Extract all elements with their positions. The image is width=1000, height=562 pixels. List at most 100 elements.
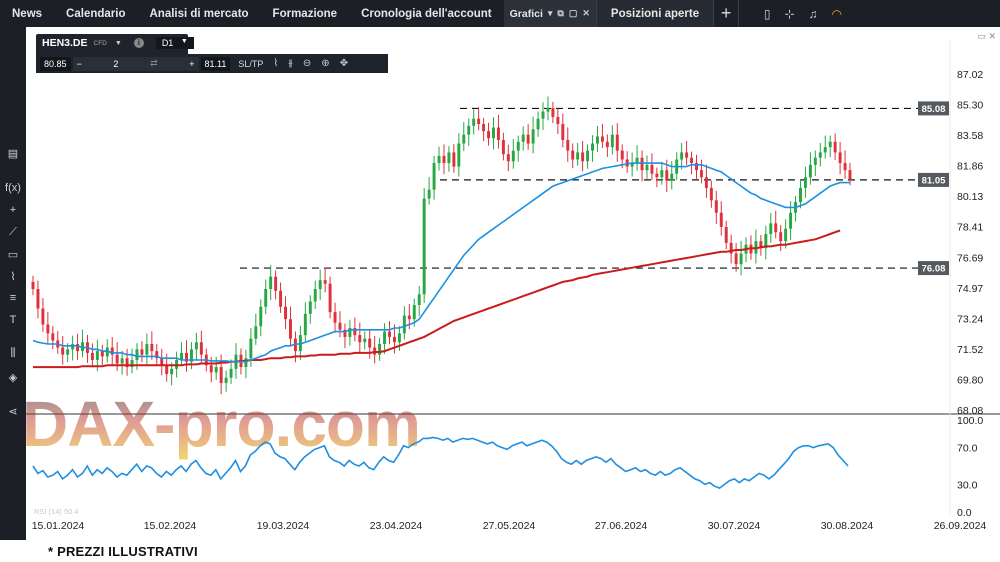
price-tick-label: 80.13 <box>957 191 983 203</box>
candle-body <box>615 134 619 151</box>
sell-price-button[interactable]: 80.85 <box>40 56 71 71</box>
nav-tab-news[interactable]: News <box>12 7 43 20</box>
close-icon[interactable]: ✕ <box>582 8 590 18</box>
candle-body <box>313 289 317 302</box>
candle-body <box>655 173 659 178</box>
level-tags: 85.08 81.05 76.08 <box>918 101 949 276</box>
candle-body <box>323 280 327 284</box>
candle-body <box>714 200 718 213</box>
candle-body <box>31 281 35 290</box>
candle-body <box>298 335 302 352</box>
columns-icon[interactable]: ⫼ <box>10 347 16 359</box>
candle-body <box>779 232 783 242</box>
crosshair-icon[interactable]: + <box>9 204 17 216</box>
price-chart[interactable]: DAX-pro.com 87.02 85.30 83.58 81.86 80.13 78.… <box>0 0 1000 540</box>
candle-body <box>110 347 114 355</box>
sl-tp-button[interactable]: SL/TP <box>238 58 264 69</box>
candle-body <box>264 289 268 307</box>
candle-body <box>828 141 832 148</box>
add-tab-button[interactable]: + <box>713 0 740 27</box>
line-tool-icon[interactable]: ⟋ <box>9 226 17 238</box>
candle-body <box>274 276 278 291</box>
candle-body <box>358 335 362 343</box>
layout-icon[interactable]: ▯ <box>763 6 771 21</box>
minus-icon[interactable]: − <box>76 58 82 69</box>
date-axis: 15.01.2024 15.02.2024 19.03.2024 23.04.2024… <box>32 520 987 532</box>
candle-body <box>249 338 253 359</box>
quantity-stepper[interactable]: − 2 ⇄ + <box>72 56 199 71</box>
candle-body <box>199 342 203 355</box>
zoom-out-icon[interactable]: ⊖ <box>302 58 312 69</box>
candle-body <box>383 331 387 345</box>
chart-type-icon[interactable]: ▤ <box>7 148 19 160</box>
candle-body <box>630 163 634 167</box>
network-icon[interactable]: ⊹ <box>784 6 795 21</box>
candle-body <box>422 198 426 295</box>
plus-icon[interactable]: + <box>189 58 195 69</box>
bell-icon[interactable]: ♫ <box>808 6 818 21</box>
top-right-icons: ▯ ⊹ ♫ ◠ <box>764 0 1000 27</box>
candle-body <box>368 338 372 348</box>
candle-body <box>427 189 431 199</box>
candle-body <box>81 342 84 352</box>
indicators-icon[interactable]: f(x) <box>5 182 21 194</box>
path-tool-icon[interactable]: ⌇ <box>10 271 16 283</box>
rectangle-tool-icon[interactable]: ▭ <box>7 249 19 261</box>
candle-body <box>739 253 743 265</box>
nav-tab-account-history[interactable]: Cronologia dell'account <box>361 7 492 20</box>
candle-body <box>338 322 342 330</box>
chart-window-controls[interactable]: ▭ ✕ <box>977 31 996 41</box>
rsi-tick-label: 30.0 <box>957 479 978 491</box>
text-tool-icon[interactable]: T <box>9 314 17 326</box>
zoom-in-icon[interactable]: ⊕ <box>321 58 330 69</box>
date-tick-label: 26.09.2024 <box>934 520 987 532</box>
maximize-icon[interactable]: ▢ <box>568 8 578 18</box>
nav-tab-market-analysis[interactable]: Analisi di mercato <box>149 7 249 20</box>
line-chart-icon[interactable]: ⌇ <box>273 58 279 69</box>
candle-body <box>506 154 510 162</box>
candle-body <box>224 377 228 384</box>
level-tag-box <box>918 172 949 187</box>
instrument-symbol[interactable]: HEN3.DE <box>42 37 88 49</box>
candle-body <box>541 111 545 119</box>
charts-tab-label: Grafici <box>509 7 543 20</box>
popout-icon[interactable]: ⧉ <box>557 8 564 18</box>
info-icon[interactable]: i <box>133 38 144 48</box>
candle-body <box>229 368 233 378</box>
candle-body <box>719 212 723 227</box>
caret-down-icon[interactable]: ▾ <box>547 8 553 18</box>
candle-body <box>279 290 283 307</box>
nav-tab-open-positions[interactable]: Posizioni aperte <box>595 0 714 27</box>
layers-icon[interactable]: ◈ <box>8 372 18 384</box>
candle-body <box>536 118 540 130</box>
buy-price-button[interactable]: 81.11 <box>200 56 231 71</box>
share-icon[interactable]: ⋖ <box>8 406 18 418</box>
candle-body <box>823 147 827 153</box>
nav-tab-calendar[interactable]: Calendario <box>66 7 126 20</box>
chevron-down-icon: ▼ <box>180 38 188 45</box>
fibonacci-icon[interactable]: ≡ <box>9 292 17 304</box>
level-tag-label: 76.08 <box>922 264 946 275</box>
symbol-dropdown-icon[interactable]: ▼ <box>114 39 122 47</box>
timeframe-select[interactable]: D1 ▼ <box>155 37 194 49</box>
price-tick-label: 85.30 <box>957 100 983 112</box>
indicator-settings-icon[interactable]: ⫵ <box>288 58 293 69</box>
nav-tab-charts[interactable]: Grafici ▾ ⧉ ▢ ✕ <box>503 0 596 27</box>
price-tick-label: 74.97 <box>957 283 983 295</box>
quantity-value[interactable]: 2 <box>113 58 119 69</box>
candle-body <box>333 312 337 323</box>
move-icon[interactable]: ✥ <box>339 58 349 69</box>
candle-body <box>808 164 812 178</box>
candle-body <box>392 336 396 343</box>
candle-body <box>209 365 213 373</box>
candle-body <box>625 159 629 167</box>
signal-icon[interactable]: ◠ <box>831 6 842 21</box>
level-tag-box <box>918 261 949 276</box>
trade-bar: 80.85 − 2 ⇄ + 81.11 SL/TP ⌇ ⫵ ⊖ ⊕ ✥ <box>36 54 388 73</box>
swap-icon[interactable]: ⇄ <box>150 58 158 68</box>
candle-body <box>581 152 585 162</box>
candle-body <box>254 326 258 339</box>
candle-body <box>566 139 570 151</box>
level-tag-label: 81.05 <box>922 175 946 186</box>
nav-tab-education[interactable]: Formazione <box>272 7 338 20</box>
